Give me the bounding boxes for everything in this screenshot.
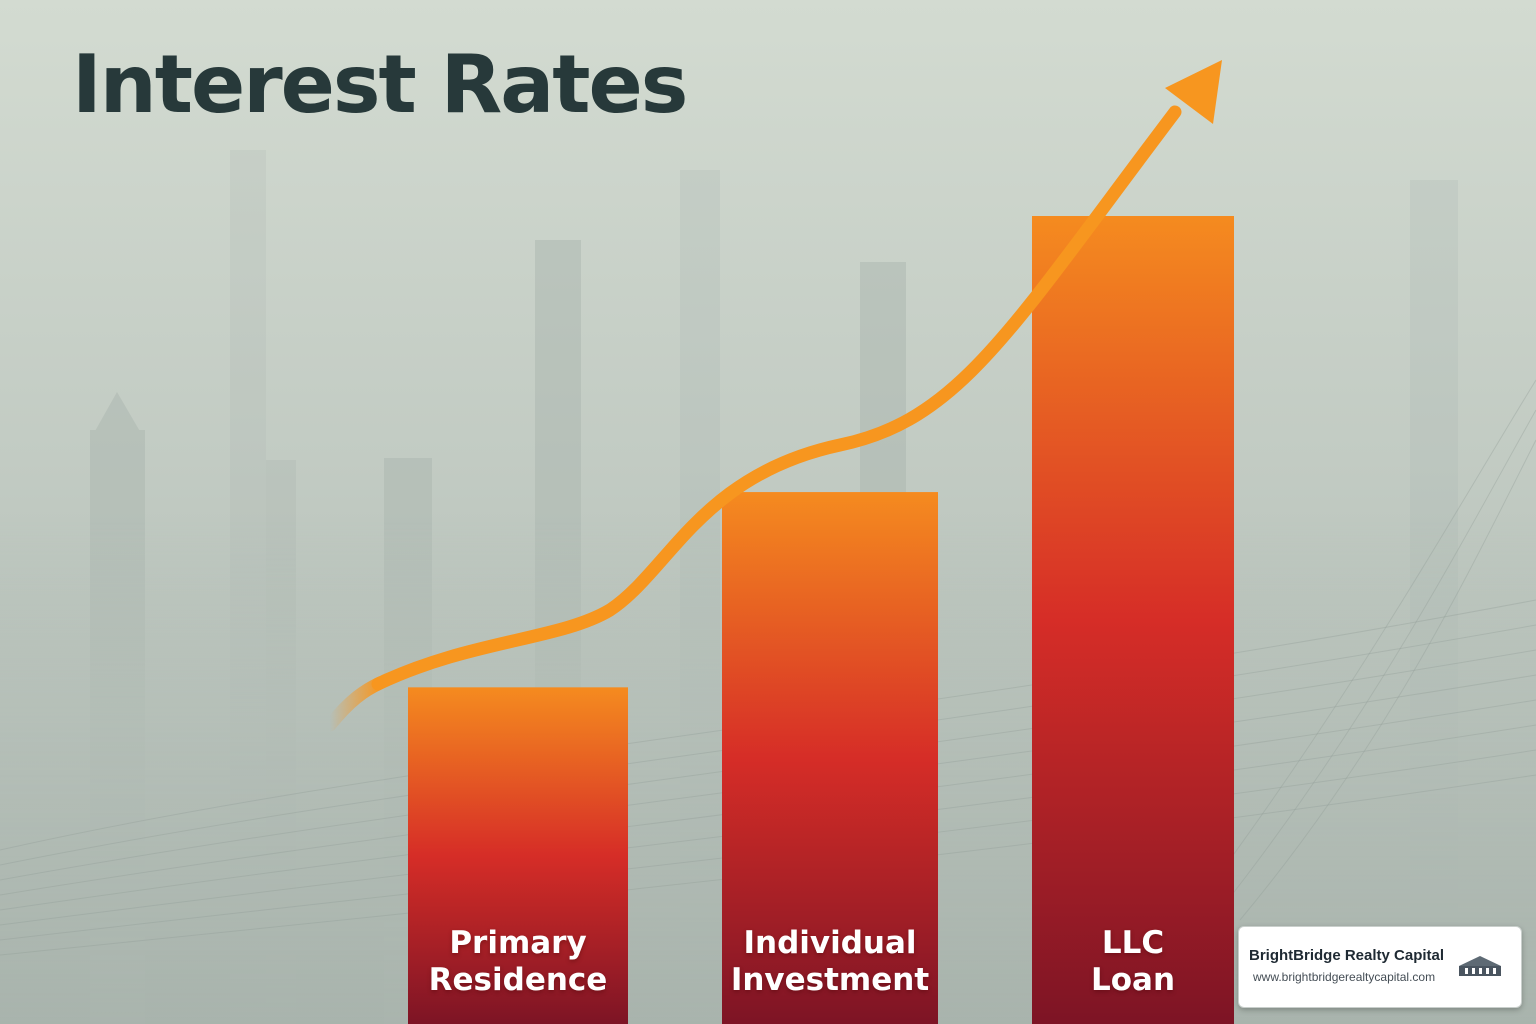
bar-primary-residence [408,687,628,1024]
trend-arrow [323,60,1222,732]
bar-label-line: LLC [1101,925,1165,961]
brand-name: BrightBridge Realty Capital [1249,947,1445,964]
bar-label-llc-loan: LLC Loan [1013,925,1253,999]
bar-label-line: Loan [1090,962,1176,998]
bar-individual-investment [722,492,938,1024]
bar-label-line: Primary [449,925,587,961]
bar-group [408,216,1234,1024]
bar-label-line: Individual [743,925,917,961]
chart-title: Interest Rates [72,38,688,131]
building-skyline-icon [1459,956,1501,976]
bar-label-line: Residence [428,962,608,998]
trend-arrow-line [371,105,1182,691]
bar-llc-loan [1032,216,1234,1024]
bar-label-individual-investment: Individual Investment [710,925,950,999]
bar-label-primary-residence: Primary Residence [398,925,638,999]
bar-label-line: Investment [730,962,930,998]
trend-arrow-head [1165,60,1222,124]
brand-url: www.brightbridgerealtycapital.com [1253,970,1436,984]
brand-logo-card: BrightBridge Realty Capital www.brightbr… [1238,926,1522,1008]
